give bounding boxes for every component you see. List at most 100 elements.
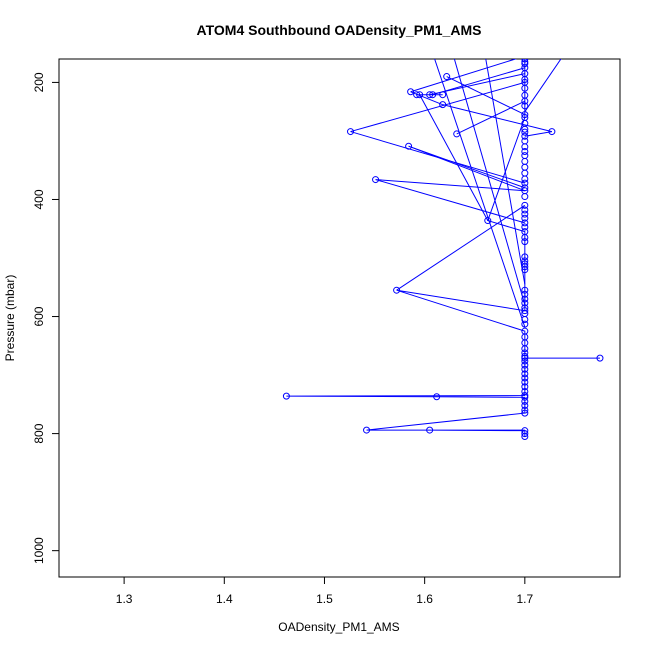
data-point (521, 210, 529, 218)
series-segment (410, 59, 518, 93)
data-point (521, 128, 529, 136)
data-point (521, 59, 529, 66)
data-point (439, 101, 447, 109)
series-segment (419, 94, 489, 221)
y-tick-label: 400 (32, 189, 46, 209)
data-point (521, 169, 529, 177)
plot-frame (58, 58, 621, 578)
data-point (521, 402, 529, 410)
data-point (521, 137, 529, 145)
series-segment (375, 179, 525, 224)
data-point (521, 409, 529, 417)
data-point (521, 299, 529, 307)
data-point (484, 217, 492, 225)
data-point (372, 176, 380, 184)
data-point (521, 374, 529, 382)
data-point (521, 406, 529, 414)
data-point (521, 238, 529, 246)
data-point (521, 253, 529, 261)
y-tick-label: 1000 (32, 537, 46, 564)
data-point (521, 184, 529, 192)
data-point (439, 91, 447, 99)
x-tick-label: 1.4 (216, 592, 233, 606)
series-segment (485, 59, 526, 285)
data-point (521, 147, 529, 155)
data-point (521, 187, 529, 195)
y-tick-label: 600 (32, 306, 46, 326)
series-segment (456, 100, 526, 135)
data-point (596, 354, 604, 362)
data-point (426, 91, 434, 99)
data-point (521, 392, 529, 400)
y-tick-label: 800 (32, 423, 46, 443)
x-tick-label: 1.6 (416, 592, 433, 606)
data-point (521, 102, 529, 110)
data-point (521, 111, 529, 119)
data-point (521, 361, 529, 369)
data-point (521, 179, 529, 187)
data-point (521, 357, 529, 365)
data-point (521, 320, 529, 328)
data-point (347, 128, 355, 136)
data-point (429, 91, 437, 99)
data-point (363, 426, 371, 434)
x-tick-label: 1.3 (116, 592, 133, 606)
data-point (521, 157, 529, 165)
series-segment (350, 131, 525, 184)
series-segment (442, 104, 552, 133)
series-line (286, 59, 600, 437)
data-point (453, 130, 461, 138)
data-point (521, 91, 529, 99)
series-segment (524, 59, 562, 112)
data-point (521, 365, 529, 373)
data-point (433, 393, 441, 401)
data-point (521, 114, 529, 122)
data-point (521, 286, 529, 294)
y-axis: 200 400 600 800 1000 (32, 72, 60, 564)
data-point (521, 430, 529, 438)
y-tick-label: 200 (32, 72, 46, 92)
data-point (521, 427, 529, 435)
series-segment (350, 81, 525, 133)
data-point (282, 392, 290, 400)
series-segment (408, 145, 525, 189)
series-segment (432, 67, 525, 96)
data-point (521, 175, 529, 183)
series-segment (410, 91, 443, 106)
data-point (521, 383, 529, 391)
data-point (521, 260, 529, 268)
data-point (393, 286, 401, 294)
x-axis-label: OADensity_PM1_AMS (278, 620, 399, 634)
data-point (443, 73, 451, 81)
data-point (521, 219, 529, 227)
data-point (521, 59, 529, 63)
x-tick-label: 1.7 (516, 592, 533, 606)
data-point (521, 201, 529, 209)
data-point (521, 295, 529, 303)
data-point (521, 163, 529, 171)
data-point (521, 132, 529, 140)
data-point (407, 88, 415, 96)
data-point (521, 152, 529, 160)
data-point (521, 370, 529, 378)
x-axis: 1.3 1.4 1.5 1.6 1.7 (116, 576, 533, 606)
y-axis-label: Pressure (mbar) (3, 275, 17, 362)
data-point (521, 214, 529, 222)
series-points (282, 59, 604, 441)
data-point (548, 128, 556, 136)
data-point (521, 387, 529, 395)
data-point (426, 426, 434, 434)
series-segment (375, 179, 525, 192)
series-segment (396, 204, 526, 291)
x-tick-label: 1.5 (316, 592, 333, 606)
series-segment (453, 59, 526, 305)
data-point (521, 352, 529, 360)
series-segment (446, 76, 526, 116)
series-lines (286, 59, 600, 437)
series-segment (524, 131, 552, 137)
data-point (521, 378, 529, 386)
data-point (521, 304, 529, 312)
data-point (521, 290, 529, 298)
data-point (521, 193, 529, 201)
data-point (521, 327, 529, 335)
